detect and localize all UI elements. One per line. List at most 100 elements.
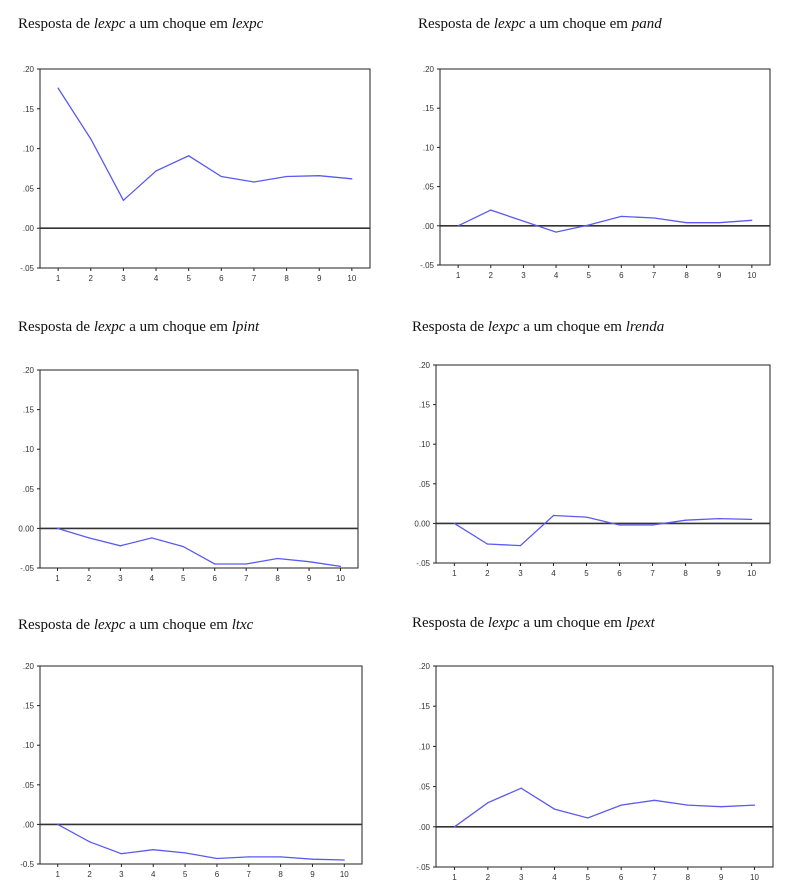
data-point (753, 804, 756, 806)
title-prefix: Resposta de (18, 16, 94, 32)
plot-frame (39, 369, 359, 569)
y-tick-label: .20 (23, 662, 35, 671)
x-tick-label: 3 (121, 274, 126, 283)
x-tick-label: 4 (151, 870, 156, 879)
plot-frame (435, 665, 774, 868)
y-tick-label: .10 (23, 145, 35, 154)
x-tick-label: 8 (284, 274, 289, 283)
y-tick-label: .00 (419, 823, 431, 832)
y-tick-label: .05 (419, 480, 431, 489)
y-tick-label: .00 (23, 224, 35, 233)
data-point (457, 225, 459, 227)
x-tick-label: 10 (347, 274, 356, 283)
data-point (585, 516, 588, 518)
data-point (311, 858, 314, 860)
y-tick-label: -.05 (420, 261, 434, 270)
title-prefix: Resposta de (412, 615, 488, 631)
data-point (188, 155, 190, 157)
data-point (90, 138, 92, 140)
title-middle: a um choque em (125, 617, 232, 633)
x-tick-label: 3 (118, 574, 123, 583)
y-tick-label: .10 (23, 741, 35, 750)
y-tick-label: .10 (423, 143, 435, 152)
x-tick-label: 8 (684, 271, 689, 280)
title-shock-var: lexpc (231, 16, 264, 32)
y-tick-label: 0.00 (18, 524, 34, 533)
data-point (57, 823, 59, 826)
x-tick-label: 9 (717, 271, 722, 280)
x-tick-label: 9 (719, 873, 724, 882)
y-tick-label: .20 (419, 361, 431, 370)
y-tick-label: .20 (419, 662, 431, 671)
x-tick-label: 2 (87, 870, 92, 879)
x-tick-label: 10 (747, 569, 756, 578)
x-tick-label: 6 (212, 574, 217, 583)
data-point (155, 170, 157, 172)
data-point (653, 799, 656, 801)
title-response-var: lexpc (93, 617, 126, 633)
x-tick-label: 5 (186, 274, 191, 283)
x-tick-label: 8 (278, 870, 283, 879)
response-line (454, 514, 752, 547)
y-tick-label: .05 (423, 183, 435, 192)
title-shock-var: lpint (231, 319, 260, 335)
x-tick-label: 5 (183, 870, 188, 879)
data-point (720, 806, 722, 808)
response-line (57, 527, 341, 568)
x-tick-label: 4 (551, 569, 556, 578)
data-point (453, 826, 456, 828)
x-tick-label: 1 (55, 870, 60, 879)
y-tick-label: .20 (423, 65, 435, 74)
x-tick-label: 6 (219, 274, 224, 283)
data-point (214, 563, 216, 565)
chart-title: Resposta de lexpc a um choque em pand (418, 16, 662, 33)
data-point (253, 181, 255, 183)
title-response-var: lexpc (487, 319, 520, 335)
data-point (245, 563, 247, 565)
chart-title: Resposta de lexpc a um choque em lrenda (412, 319, 664, 336)
x-tick-label: 10 (747, 271, 756, 280)
y-tick-label: .10 (419, 440, 431, 449)
title-response-var: lexpc (493, 16, 526, 32)
data-point (487, 802, 489, 804)
data-point (520, 787, 522, 789)
x-tick-label: 5 (181, 574, 186, 583)
x-tick-label: 2 (87, 574, 92, 583)
x-tick-label: 4 (552, 873, 557, 882)
x-tick-label: 6 (619, 873, 624, 882)
data-point (684, 519, 687, 521)
y-tick-label: .00 (23, 820, 35, 829)
data-point (718, 518, 720, 520)
title-prefix: Resposta de (18, 319, 94, 335)
y-tick-label: -.05 (416, 559, 430, 568)
title-response-var: lexpc (487, 615, 520, 631)
data-point (122, 199, 125, 201)
plot-frame (435, 364, 771, 564)
y-tick-label: .00 (423, 222, 435, 231)
data-point (555, 231, 557, 233)
x-tick-label: 6 (617, 569, 622, 578)
y-tick-label: .20 (23, 366, 35, 375)
x-tick-label: 3 (519, 873, 524, 882)
x-tick-label: 1 (456, 271, 461, 280)
title-middle: a um choque em (125, 319, 232, 335)
x-tick-label: 4 (554, 271, 559, 280)
x-tick-label: 8 (275, 574, 280, 583)
x-tick-label: 9 (307, 574, 312, 583)
data-point (88, 841, 91, 843)
title-middle: a um choque em (525, 16, 632, 32)
x-tick-label: 3 (518, 569, 523, 578)
chart-title: Resposta de lexpc a um choque em lpext (412, 615, 655, 632)
response-line (57, 823, 345, 861)
data-point (339, 565, 342, 568)
title-middle: a um choque em (519, 615, 626, 631)
data-point (490, 209, 492, 211)
x-tick-label: 1 (452, 569, 457, 578)
y-tick-label: .05 (23, 781, 35, 790)
response-line (457, 209, 752, 233)
data-point (588, 224, 590, 226)
data-point (343, 859, 345, 861)
data-point (184, 852, 186, 854)
